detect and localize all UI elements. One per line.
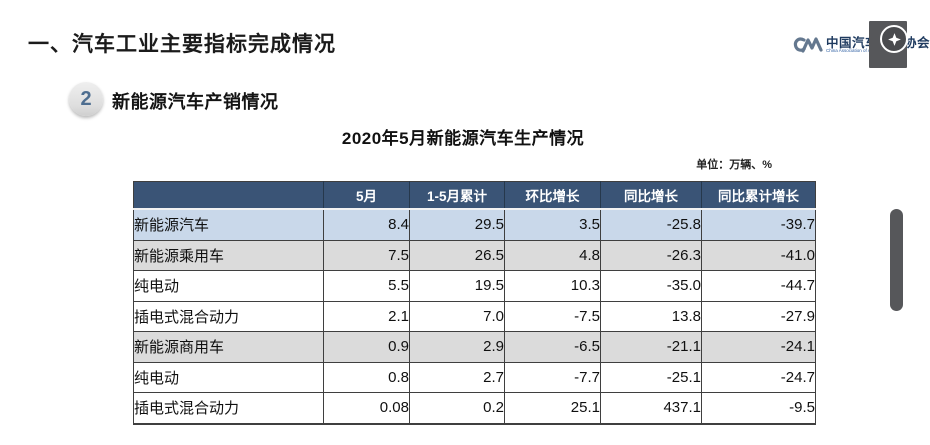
cell-value: -9.5 (701, 392, 816, 424)
cell-value: 7.0 (409, 300, 505, 332)
cell-value: -41.0 (701, 239, 816, 271)
column-header-label (133, 181, 324, 210)
column-header-yoy: 同比增长 (600, 181, 702, 210)
cell-value: -27.9 (701, 300, 816, 332)
table-body: 新能源汽车 8.4 29.5 3.5 -25.8 -39.7 新能源乘用车 7.5 26.5 4.… (133, 209, 816, 424)
cell-value: 7.5 (323, 239, 410, 271)
table-row: 新能源商用车 0.9 2.9 -6.5 -21.1 -24.1 (133, 331, 816, 362)
cell-value: -35.0 (600, 270, 702, 301)
cell-value: 13.8 (600, 300, 702, 332)
cell-value: -7.5 (504, 300, 601, 332)
column-header-may: 5月 (323, 181, 410, 210)
cell-value: -6.5 (504, 331, 601, 362)
cell-value: 3.5 (504, 209, 601, 240)
cell-value: -25.8 (600, 209, 702, 240)
cell-value: -24.7 (701, 361, 816, 393)
table-title: 2020年5月新能源汽车生产情况 (341, 129, 585, 148)
cell-value: 10.3 (504, 270, 601, 301)
cell-value: -25.1 (600, 361, 702, 393)
row-label: 新能源商用车 (133, 331, 324, 362)
cell-value: 5.5 (323, 270, 410, 301)
cell-value: 19.5 (409, 270, 505, 301)
cell-value: -7.7 (504, 361, 601, 393)
cell-value: -21.1 (600, 331, 702, 362)
table-row: 插电式混合动力 0.08 0.2 25.1 437.1 -9.5 (133, 392, 816, 424)
production-table: 5月 1-5月累计 环比增长 同比增长 同比累计增长 新能源汽车 8.4 29.5 3… (133, 181, 816, 425)
column-header-ytd: 1-5月累计 (409, 181, 505, 210)
cell-value: -44.7 (701, 270, 816, 301)
overlay-star-button[interactable] (880, 25, 908, 53)
star-icon (887, 32, 901, 46)
table-row: 新能源汽车 8.4 29.5 3.5 -25.8 -39.7 (133, 209, 816, 240)
cell-value: 29.5 (409, 209, 505, 240)
cell-value: 2.7 (409, 361, 505, 393)
cell-value: -39.7 (701, 209, 816, 240)
row-label: 纯电动 (133, 270, 324, 301)
column-header-mom: 环比增长 (504, 181, 601, 210)
row-label: 插电式混合动力 (133, 300, 324, 332)
row-label: 新能源乘用车 (133, 239, 324, 271)
table-header: 5月 1-5月累计 环比增长 同比增长 同比累计增长 (133, 181, 816, 210)
unit-label: 单位：万辆、% (696, 159, 772, 171)
cell-value: 0.08 (323, 392, 410, 424)
cell-value: 8.4 (323, 209, 410, 240)
cell-value: 0.8 (323, 361, 410, 393)
cell-value: 0.9 (323, 331, 410, 362)
row-label: 新能源汽车 (134, 217, 210, 235)
table-row: 纯电动 0.8 2.7 -7.7 -25.1 -24.7 (133, 361, 816, 393)
cell-value: -24.1 (701, 331, 816, 362)
section-number-badge: 2 (69, 82, 103, 116)
caam-logo-mark (793, 37, 823, 53)
cell-value: 437.1 (600, 392, 702, 424)
table-header-row: 5月 1-5月累计 环比增长 同比增长 同比累计增长 (133, 181, 816, 210)
cell-value: -26.3 (600, 239, 702, 271)
column-header-yoyytd: 同比累计增长 (701, 181, 816, 210)
subsection-title: 新能源汽车产销情况 (112, 92, 279, 112)
row-label: 插电式混合动力 (133, 392, 324, 424)
cell-value: 2.9 (409, 331, 505, 362)
section-title: 一、汽车工业主要指标完成情况 (28, 33, 336, 56)
cell-value: 25.1 (504, 392, 601, 424)
caam-logo-name-en: China Association of Automobile Manufact… (826, 48, 901, 53)
row-label: 纯电动 (133, 361, 324, 393)
cell-value: 4.8 (504, 239, 601, 271)
table-row: 新能源乘用车 7.5 26.5 4.8 -26.3 -41.0 (133, 239, 816, 271)
cell-value: 26.5 (409, 239, 505, 271)
cell-value: 0.2 (409, 392, 505, 424)
scrollbar-thumb[interactable] (890, 209, 903, 311)
badge-number: 2 (80, 87, 92, 110)
table-row: 插电式混合动力 2.1 7.0 -7.5 13.8 -27.9 (133, 300, 816, 332)
table-row: 纯电动 5.5 19.5 10.3 -35.0 -44.7 (133, 270, 816, 301)
cell-value: 2.1 (323, 300, 410, 332)
